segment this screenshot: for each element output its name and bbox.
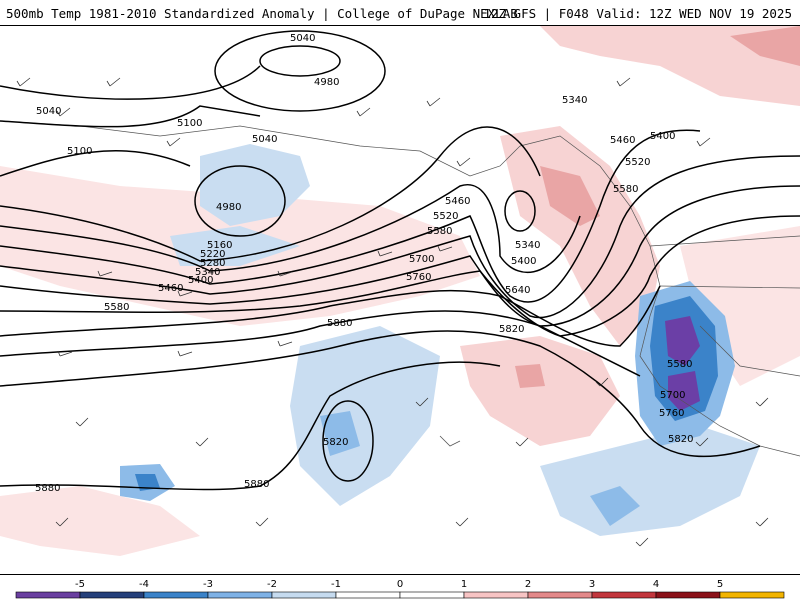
cold-anomaly-west-core [135, 474, 160, 491]
contour-label: 5460 [445, 196, 470, 207]
colorbar-swatch [719, 591, 785, 599]
map-title: 500mb Temp 1981-2010 Standardized Anomal… [6, 6, 518, 21]
cold-anomaly-south [540, 426, 760, 536]
colorbar-tick-label: 1 [461, 579, 467, 590]
warm-anomaly-far-east [680, 226, 800, 386]
cold-anomaly-central [290, 326, 440, 506]
colorbar-swatch [463, 591, 529, 599]
contour-label: 5040 [252, 134, 277, 145]
contour-label: 5700 [409, 254, 434, 265]
contour-label: 5400 [188, 275, 213, 286]
wind-barbs [16, 77, 769, 547]
contour-label: 5400 [650, 131, 675, 142]
contour-label: 5580 [667, 359, 692, 370]
warm-anomaly-ne [540, 26, 800, 106]
model-run-info: 12Z GFS | F048 Valid: 12Z WED NOV 19 202… [483, 6, 792, 21]
contour-label: 5340 [195, 267, 220, 278]
contour-label: 5100 [177, 118, 202, 129]
contour-label: 5520 [625, 157, 650, 168]
contour-label: 5760 [659, 408, 684, 419]
colorbar-swatch [527, 591, 593, 599]
warm-anomaly-coast [500, 126, 660, 346]
warm-anomaly-south-strong [515, 364, 545, 388]
contour-label: 5460 [158, 283, 183, 294]
contour-label: 5160 [207, 240, 232, 251]
cold-anomaly-south-mid [590, 486, 640, 526]
contour-label: 5640 [505, 285, 530, 296]
contour-label: 5880 [35, 483, 60, 494]
contour-label: 5340 [562, 95, 587, 106]
colorbar-tick-label: 4 [653, 579, 659, 590]
colorbar-ticks: -5 -4 -3 -2 -1 0 1 2 3 4 5 [75, 579, 723, 590]
colorbar: -5 -4 -3 -2 -1 0 1 2 3 4 5 [0, 574, 800, 600]
colorbar-swatch [271, 591, 337, 599]
anomaly-shading [0, 26, 800, 556]
contour-label: 5100 [67, 146, 92, 157]
contour-label: 4980 [314, 77, 339, 88]
colorbar-tick-label: -1 [331, 579, 341, 590]
contour-label-group: 5040 4980 5040 5100 5100 5040 4980 5160 … [35, 33, 693, 494]
anomaly-map: 5040 4980 5040 5100 5100 5040 4980 5160 … [0, 26, 800, 556]
contour-label: 5580 [613, 184, 638, 195]
cold-anomaly-central-mid [320, 411, 360, 456]
cold-anomaly-trough-core2 [668, 371, 700, 411]
colorbar-tick-label: -4 [139, 579, 149, 590]
contour-label: 5220 [200, 249, 225, 260]
colorbar-tick-label: -2 [267, 579, 277, 590]
contour-label: 5820 [499, 324, 524, 335]
colorbar-graphic: -5 -4 -3 -2 -1 0 1 2 3 4 5 [15, 579, 785, 599]
map-header: 500mb Temp 1981-2010 Standardized Anomal… [0, 0, 800, 26]
contour-label: 5280 [200, 258, 225, 269]
contour-label: 5340 [515, 240, 540, 251]
colorbar-swatch [655, 591, 721, 599]
colorbar-tick-label: 3 [589, 579, 595, 590]
colorbar-swatch [15, 591, 81, 599]
colorbar-swatch [79, 591, 145, 599]
warm-anomaly-south [460, 336, 620, 446]
cold-anomaly-band [170, 226, 300, 266]
cold-anomaly-trough-core1 [665, 316, 700, 366]
warm-anomaly-sw [0, 486, 200, 556]
contour-label: 5580 [427, 226, 452, 237]
colorbar-swatches [15, 591, 785, 599]
colorbar-swatch [399, 591, 465, 599]
contour-label: 5520 [433, 211, 458, 222]
colorbar-tick-label: 5 [717, 579, 723, 590]
contour-label: 5400 [511, 256, 536, 267]
contour-label: 5700 [660, 390, 685, 401]
warm-anomaly-strong-ne [730, 26, 800, 66]
colorbar-tick-label: -3 [203, 579, 213, 590]
contour-label: 5880 [327, 318, 352, 329]
contour-label: 5880 [244, 479, 269, 490]
colorbar-tick-label: 0 [397, 579, 403, 590]
colorbar-swatch [143, 591, 209, 599]
contour-label: 5580 [104, 302, 129, 313]
contour-label: 5460 [610, 135, 635, 146]
colorbar-swatch [591, 591, 657, 599]
contour-label: 5040 [290, 33, 315, 44]
colorbar-swatch [335, 591, 401, 599]
contour-label: 5040 [36, 106, 61, 117]
colorbar-tick-label: -5 [75, 579, 85, 590]
contour-label: 5820 [668, 434, 693, 445]
colorbar-swatch [207, 591, 273, 599]
contour-label: 5820 [323, 437, 348, 448]
coastlines [0, 120, 800, 457]
colorbar-tick-label: 2 [525, 579, 531, 590]
contour-label: 5760 [406, 272, 431, 283]
height-contours [0, 30, 800, 491]
cold-anomaly-low [200, 144, 310, 226]
warm-anomaly-coast-strong [540, 166, 600, 226]
contour-label: 4980 [216, 202, 241, 213]
